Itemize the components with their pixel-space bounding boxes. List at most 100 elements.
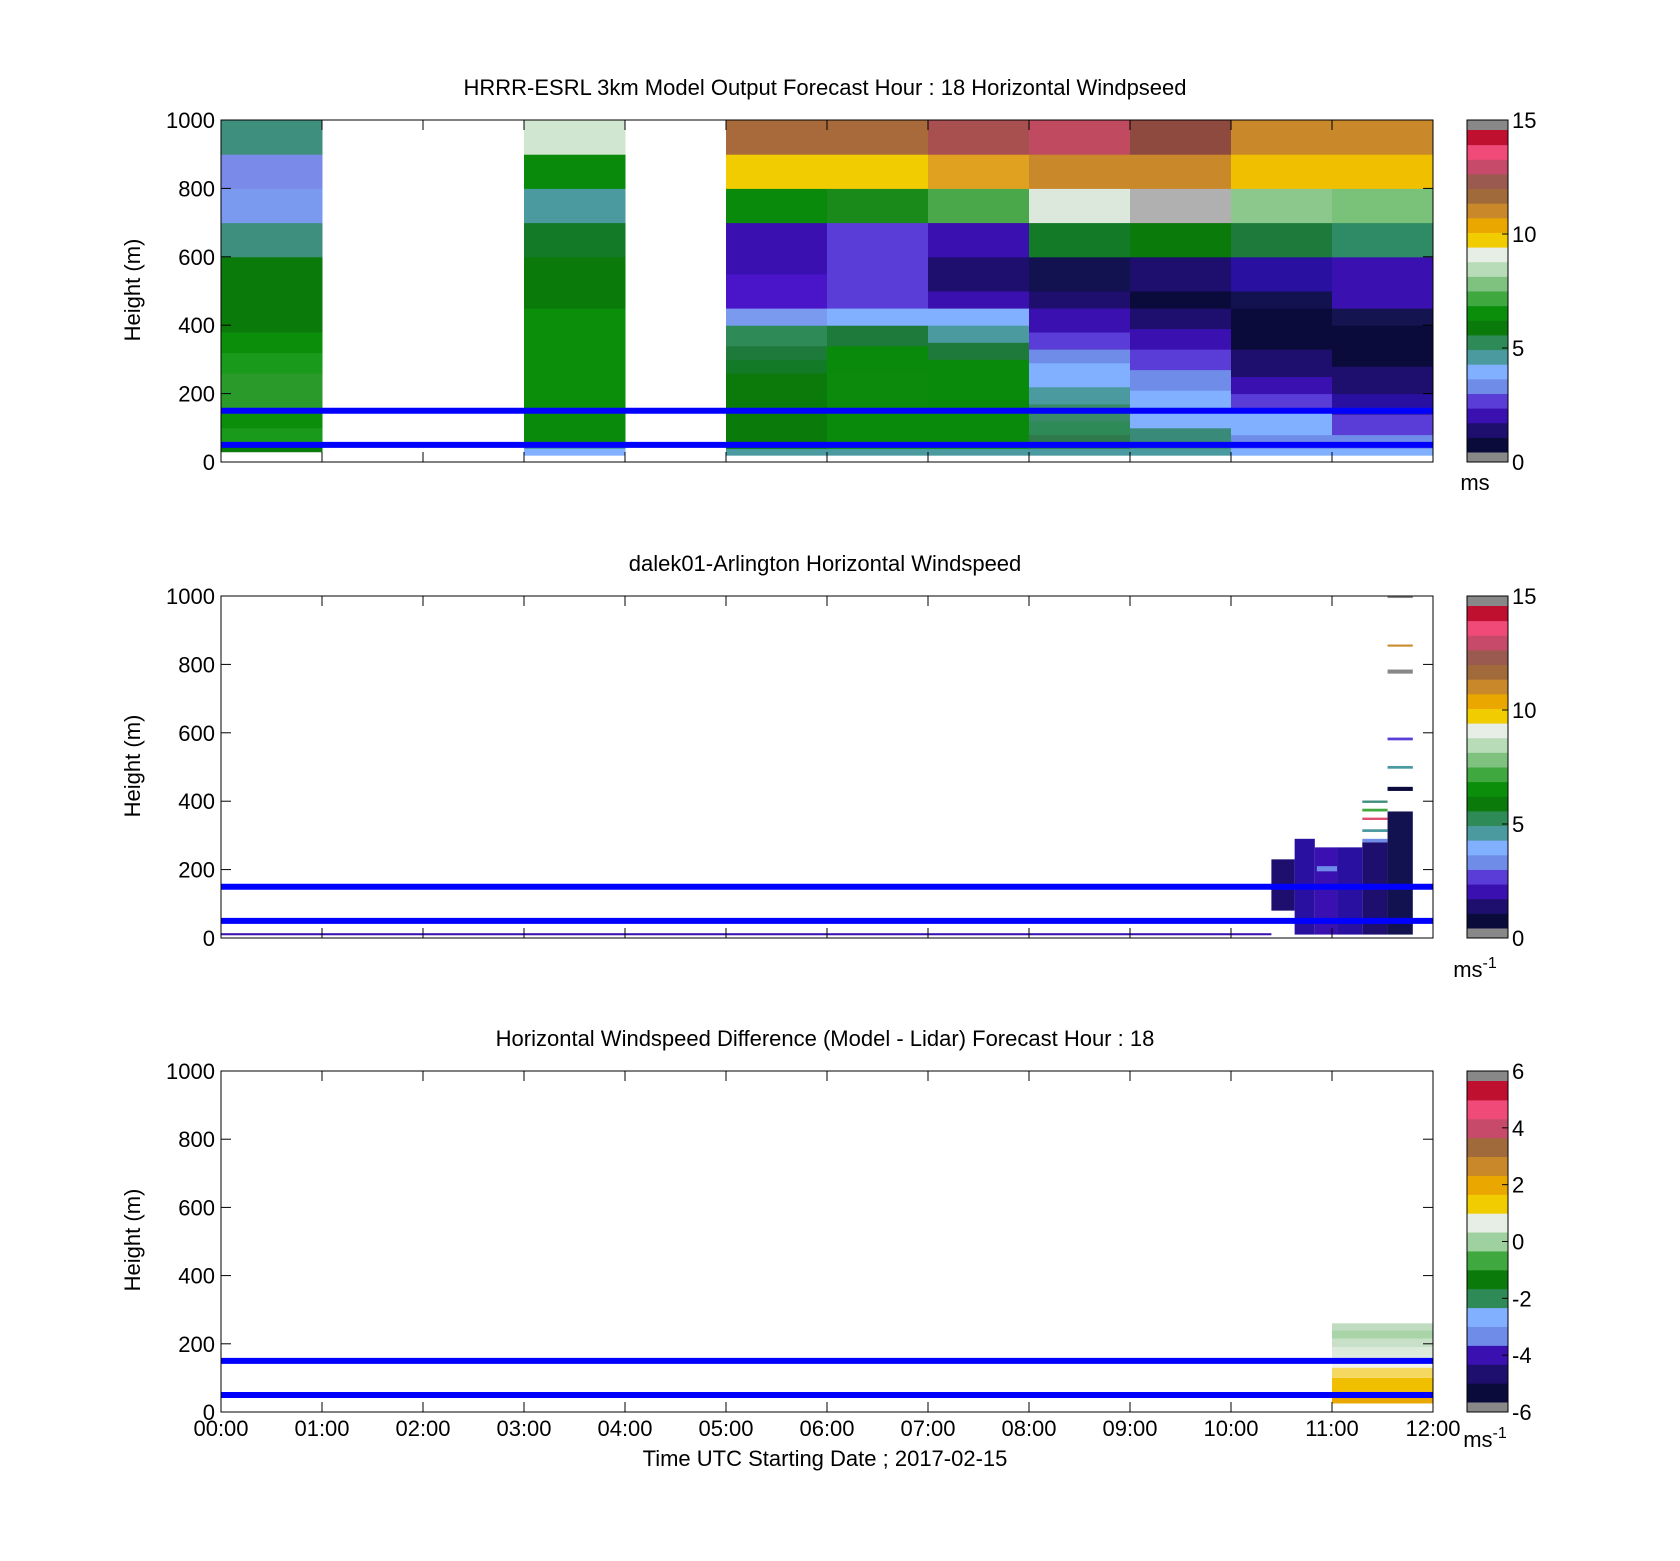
heatmap-cell: [827, 308, 929, 326]
heatmap-cell: [524, 448, 626, 456]
heatmap-cell: [928, 154, 1030, 189]
colorbar-segment: [1467, 334, 1508, 351]
y-axis-label: Height (m): [120, 239, 145, 342]
colorbar-unit-label: ms: [1460, 470, 1489, 495]
heatmap-cell: [1029, 222, 1131, 258]
heatmap-cell: [726, 325, 828, 347]
colorbar-segment: [1467, 1326, 1508, 1346]
heatmap-cell: [827, 325, 929, 347]
y-tick-label: 200: [178, 1332, 215, 1357]
heatmap-cell: [827, 222, 929, 275]
heatmap-cell: [726, 393, 828, 436]
heatmap-cell: [827, 448, 929, 456]
heatmap-cell: [928, 256, 1030, 292]
colorbar-tick-label: 15: [1512, 584, 1536, 609]
colorbar-segment: [1467, 159, 1508, 175]
colorbar-segment: [1467, 1213, 1508, 1233]
heatmap-cell: [1130, 308, 1232, 330]
heatmap-cell: [1130, 188, 1232, 224]
heatmap-cell: [1130, 222, 1232, 258]
plot-area: 0 200 400 600 800 1000: [166, 108, 1434, 475]
colorbar-segment: [1467, 810, 1508, 827]
colorbar-frame: [1466, 595, 1509, 939]
heatmap-cell: [1029, 154, 1131, 189]
plot-area: 0 200 400 600 800 1000: [166, 584, 1434, 951]
colorbar-frame: [1466, 119, 1509, 463]
colorbar-tick-label: 6: [1512, 1059, 1524, 1084]
y-tick-label: 800: [178, 1127, 215, 1152]
x-tick-label: 03:00: [496, 1416, 551, 1441]
colorbar-tick-label: 15: [1512, 108, 1536, 133]
colorbar-overflow: [1467, 1071, 1508, 1081]
x-tick-label: 11:00: [1305, 1416, 1358, 1441]
heatmap-cell: [1387, 765, 1413, 769]
heatmap-cell: [524, 188, 626, 224]
colorbar-segment: [1467, 913, 1508, 929]
heatmap-cell: [1029, 420, 1131, 436]
heatmap-cell: [221, 393, 323, 412]
x-tick-label: 10:00: [1203, 1416, 1258, 1441]
heatmap-cell: [1130, 154, 1232, 189]
y-tick-label: 200: [178, 382, 215, 407]
colorbar-segment: [1467, 1137, 1508, 1158]
heatmap-cell: [1332, 1323, 1433, 1331]
colorbar-segment: [1467, 320, 1508, 336]
colorbar-segment: [1467, 884, 1508, 900]
heatmap-cell: [1231, 410, 1333, 436]
colorbar-segment: [1467, 393, 1508, 409]
colorbar-segment: [1467, 1250, 1508, 1271]
colorbar-segment: [1467, 723, 1508, 739]
colorbar-tick-label: 5: [1512, 812, 1524, 837]
colorbar-segment: [1467, 796, 1508, 812]
colorbar-segment: [1467, 203, 1508, 219]
colorbar-segment: [1467, 1269, 1508, 1290]
x-tick-label: 12:00: [1405, 1416, 1460, 1441]
heatmap-cell: [1231, 448, 1333, 456]
colorbar-tick-label: 2: [1512, 1173, 1524, 1198]
y-axis-label: Height (m): [120, 1189, 145, 1292]
heatmap-cell: [221, 222, 323, 258]
heatmap-cell: [1316, 866, 1338, 872]
colorbar-segment: [1467, 349, 1508, 365]
y-tick-label: 0: [203, 450, 215, 475]
y-tick-label: 1000: [166, 584, 215, 609]
heatmap-cell: [1231, 256, 1333, 292]
colorbar-segment: [1467, 1345, 1508, 1365]
colorbar-segment: [1467, 869, 1508, 885]
heatmap-cell: [1029, 291, 1131, 309]
heatmap-cell: [221, 188, 323, 224]
colorbar-segment: [1467, 649, 1508, 666]
heatmap-cell: [726, 154, 828, 189]
heatmap-cell: [221, 427, 323, 442]
heatmap-cell: [827, 345, 929, 374]
colorbar-segment: [1467, 378, 1508, 394]
colorbar-underflow: [1467, 452, 1508, 462]
x-tick-label: 09:00: [1102, 1416, 1157, 1441]
heatmap-cell: [928, 188, 1030, 224]
heatmap-cell: [1130, 390, 1232, 405]
colorbar: ms 0 5 10 15: [1460, 108, 1536, 495]
heatmap-cell: [1387, 811, 1413, 935]
heatmap-cell: [1362, 829, 1388, 832]
colorbar-segment: [1467, 679, 1508, 695]
heatmap-cell: [221, 373, 323, 395]
y-tick-label: 200: [178, 858, 215, 883]
heatmap-cell: [1362, 808, 1388, 812]
heatmap-cell: [1231, 188, 1333, 224]
heatmap-cell: [1332, 222, 1434, 258]
y-tick-label: 600: [178, 245, 215, 270]
heatmap-cell: [1029, 386, 1131, 405]
heatmap-cell: [1130, 256, 1232, 292]
colorbar-unit-label: ms-1: [1453, 955, 1497, 982]
heatmap-cell: [1332, 1330, 1433, 1339]
heatmap-cell: [1332, 188, 1434, 224]
colorbar-segment: [1467, 898, 1508, 914]
heatmap-cell: [524, 359, 626, 412]
colorbar-segment: [1467, 422, 1508, 438]
heatmap-cell: [928, 448, 1030, 456]
colorbar-segment: [1467, 291, 1508, 307]
heatmap-cell: [1332, 1347, 1433, 1358]
colorbar-overflow: [1467, 120, 1508, 130]
heatmap-cell: [1387, 644, 1413, 647]
heatmap-cell: [524, 154, 626, 189]
